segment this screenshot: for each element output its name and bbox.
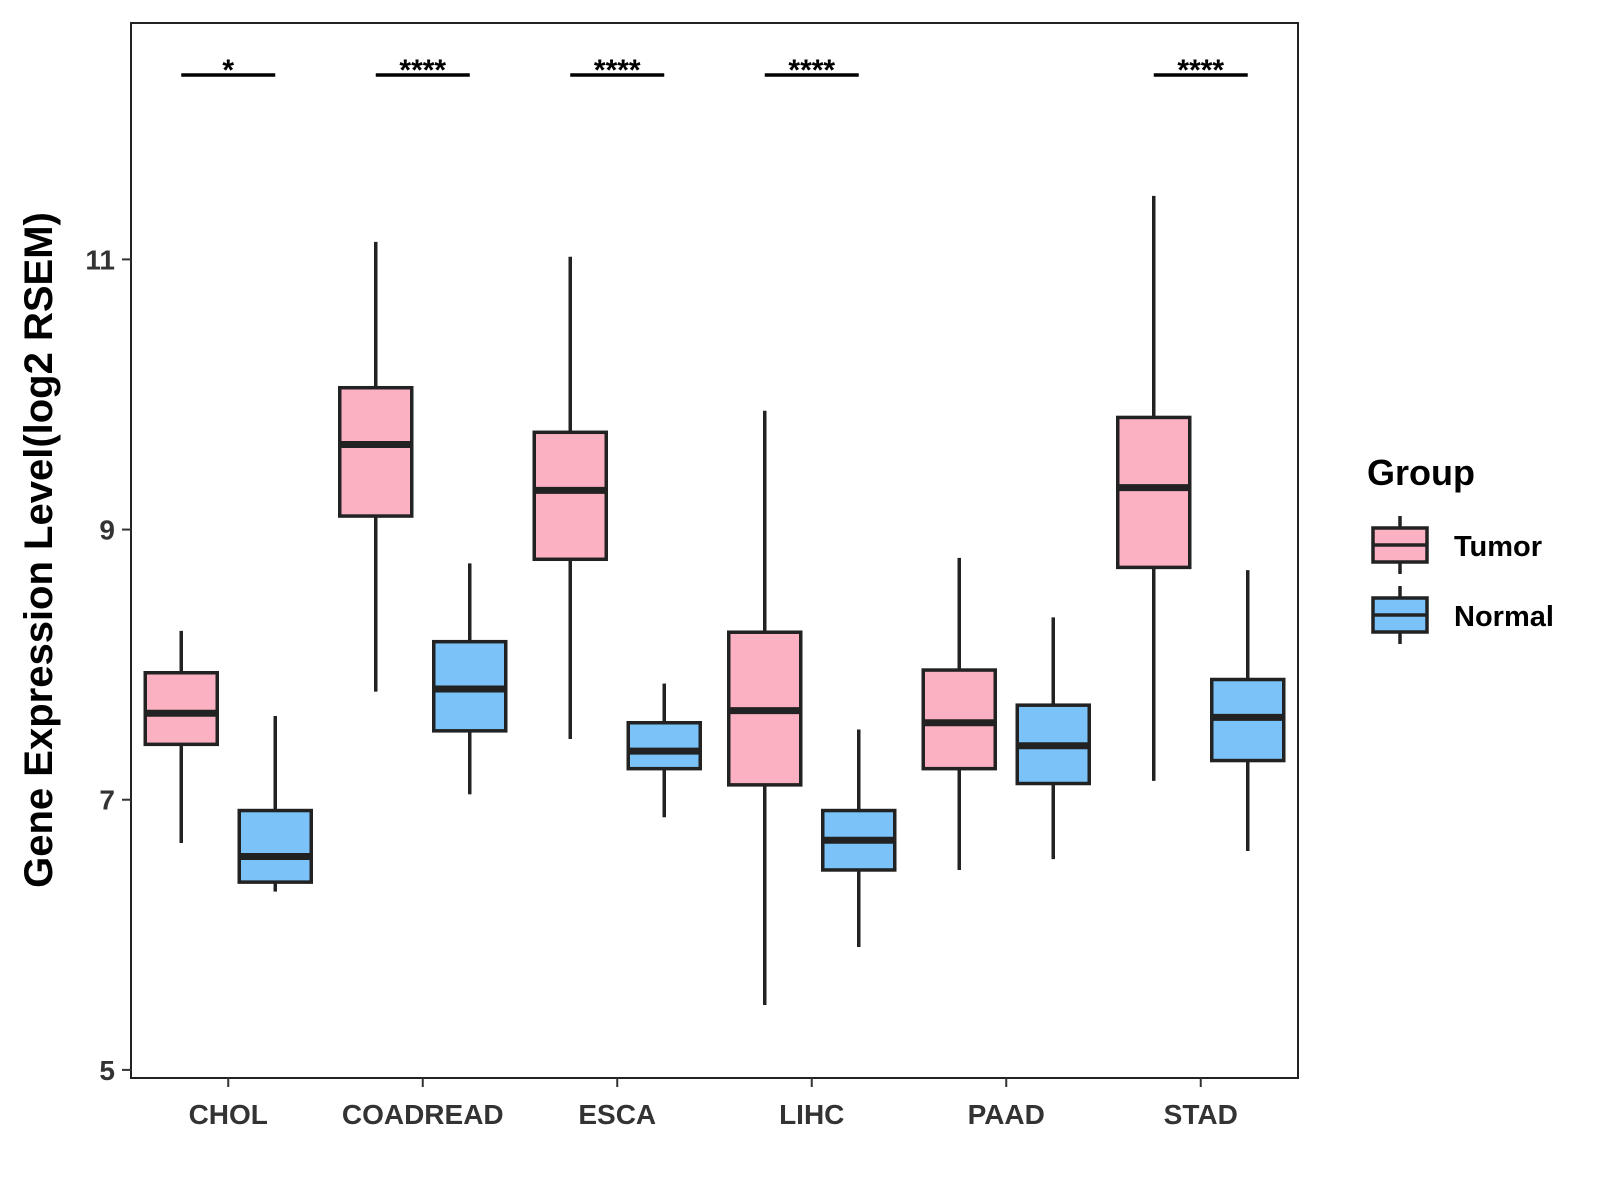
box-tumor-paad [921, 557, 997, 870]
significance-chol: * [181, 54, 276, 87]
x-tick-label: ESCA [578, 1099, 656, 1130]
x-tick-label: STAD [1164, 1099, 1238, 1130]
legend-title: Group [1367, 452, 1475, 493]
legend-item-normal: Normal [1371, 586, 1554, 644]
box-normal-coadread [432, 563, 508, 795]
box-body [1116, 415, 1192, 570]
box-body [626, 720, 702, 771]
significance-label: **** [788, 54, 835, 87]
x-tick-label: PAAD [968, 1099, 1045, 1130]
box-body [532, 430, 608, 562]
significance-coadread: **** [375, 54, 470, 87]
legend-label: Tumor [1454, 531, 1542, 563]
box-tumor-coadread [338, 241, 414, 692]
legend-label: Normal [1454, 601, 1554, 633]
significance-label: * [222, 54, 234, 87]
plot-panel [130, 22, 1299, 1079]
box-body [143, 671, 219, 747]
box-body [237, 808, 313, 884]
y-tick-label: 11 [85, 244, 115, 275]
y-axis-title: Gene Expression Level(log2 RSEM) [17, 212, 61, 888]
x-tick-label: LIHC [779, 1099, 844, 1130]
significance-lihc: **** [764, 54, 859, 87]
significance-stad: **** [1153, 54, 1248, 87]
box-normal-chol [237, 715, 313, 892]
box-tumor-chol [143, 630, 219, 843]
significance-label: **** [399, 54, 446, 87]
box-normal-paad [1015, 617, 1091, 860]
y-tick-label: 5 [99, 1055, 115, 1086]
significance-esca: **** [570, 54, 665, 87]
boxes-layer [143, 195, 1286, 1006]
box-tumor-esca [532, 256, 608, 739]
legend: Group Tumor Normal [1367, 452, 1554, 644]
box-body [338, 385, 414, 518]
x-tick-label: CHOL [189, 1099, 268, 1130]
box-tumor-stad [1116, 195, 1192, 781]
box-normal-lihc [821, 729, 897, 947]
box-normal-esca [626, 683, 702, 818]
x-tick-label: COADREAD [342, 1099, 504, 1130]
y-tick-label: 7 [99, 785, 115, 816]
legend-item-tumor: Tumor [1371, 516, 1542, 574]
significance-label: **** [594, 54, 641, 87]
axes-layer: 5 7 9 11 CHOL COADREAD ESCA LIHC PAAD STAD [85, 244, 1237, 1130]
significance-label: **** [1177, 54, 1224, 87]
y-tick-label: 9 [99, 515, 115, 546]
box-tumor-lihc [727, 410, 803, 1006]
box-normal-stad [1210, 570, 1286, 852]
significance-layer: * **** **** **** **** [181, 54, 1248, 87]
